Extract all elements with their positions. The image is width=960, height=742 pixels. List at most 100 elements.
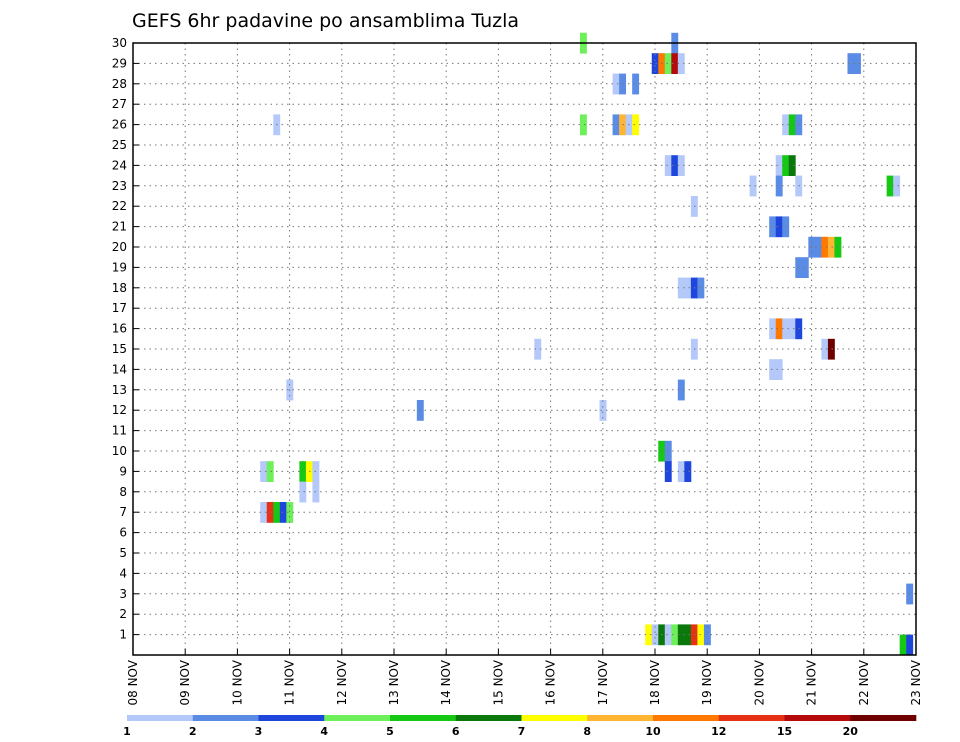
precip-cell: [651, 624, 659, 646]
y-tick-label: 5: [119, 546, 127, 560]
precip-cell: [782, 114, 790, 136]
y-tick-label: 28: [112, 77, 127, 91]
y-tick-label: 4: [119, 566, 127, 580]
colorbar-label: 12: [711, 725, 726, 738]
x-tick-label: 22 NOV: [857, 659, 871, 705]
precip-cell: [299, 481, 307, 503]
precip-cell: [677, 53, 685, 74]
precip-cell: [664, 155, 672, 176]
precip-cell: [749, 175, 757, 197]
precip-cell: [886, 175, 894, 197]
precip-cell: [782, 155, 790, 176]
colorbar-label: 5: [386, 725, 394, 738]
chart-title: GEFS 6hr padavine po ansamblima Tuzla: [132, 10, 519, 32]
precip-cell: [821, 236, 829, 258]
precip-cell: [651, 53, 659, 74]
precip-cell: [286, 502, 294, 523]
colorbar-segment: [784, 715, 851, 721]
y-tick-label: 21: [112, 220, 127, 234]
colorbar-segment: [455, 715, 522, 721]
grid-lines: [133, 42, 916, 655]
y-tick-label: 19: [112, 260, 127, 274]
colorbar-label: 3: [255, 725, 263, 738]
x-tick-label: 18 NOV: [648, 659, 662, 705]
y-tick-label: 18: [112, 281, 127, 295]
colorbar-segment: [521, 715, 588, 721]
precip-cell: [788, 114, 796, 136]
precip-cell: [769, 359, 777, 380]
colorbar-segment: [258, 715, 325, 721]
x-tick-label: 20 NOV: [752, 659, 766, 705]
x-tick-label: 23 NOV: [909, 659, 923, 705]
precip-cell: [279, 502, 287, 523]
precip-cell: [534, 338, 542, 360]
y-tick-label: 8: [119, 485, 127, 499]
colorbar-label: 2: [189, 725, 197, 738]
colorbar-segment: [324, 715, 391, 721]
precip-cell: [769, 318, 777, 340]
precip-cell: [684, 624, 692, 646]
colorbar-segment: [587, 715, 654, 721]
precip-cell: [775, 318, 783, 340]
precip-cell: [854, 53, 861, 74]
precip-cell: [260, 461, 268, 482]
colorbar-label: 20: [843, 725, 859, 738]
x-tick-label: 17 NOV: [596, 659, 610, 705]
precip-cell: [599, 400, 607, 421]
colorbar-label: 8: [583, 725, 591, 738]
precip-cell: [684, 277, 692, 299]
colorbar-label: 7: [518, 725, 526, 738]
precip-cell: [788, 318, 796, 340]
colorbar-segment: [127, 715, 194, 721]
precip-cell: [677, 624, 685, 646]
colorbar-segment: [390, 715, 457, 721]
colorbar-label: 4: [320, 725, 328, 738]
colorbar-segment: [192, 715, 259, 721]
y-tick-label: 23: [112, 179, 127, 193]
precip-cell: [299, 461, 307, 482]
colorbar-segment: [653, 715, 720, 721]
colorbar-segment: [718, 715, 785, 721]
precip-cell: [775, 216, 783, 238]
precip-cell: [645, 624, 653, 646]
precip-cell: [782, 216, 790, 238]
precip-cell: [827, 236, 835, 258]
colorbar-label: 10: [645, 725, 661, 738]
precip-cell: [664, 440, 672, 462]
precip-cell: [899, 634, 907, 656]
precip-cell: [775, 175, 783, 197]
colorbar-legend: 1 2 3 4 5 6 7 8 10 12 15 20: [123, 715, 917, 738]
y-tick-label: 14: [112, 362, 127, 376]
precip-cell: [266, 502, 274, 523]
x-tick-label: 19 NOV: [700, 659, 714, 705]
y-tick-label: 15: [112, 342, 127, 356]
precip-cell: [847, 53, 855, 74]
precip-cell: [703, 624, 711, 646]
y-tick-label: 29: [112, 56, 127, 70]
precip-cell: [893, 175, 901, 197]
precip-cell: [677, 379, 685, 401]
y-tick-label: 7: [119, 505, 127, 519]
x-tick-label: 11 NOV: [283, 659, 297, 705]
precip-cell: [677, 155, 685, 176]
y-tick-label: 10: [112, 444, 127, 458]
precip-cell: [632, 114, 640, 136]
x-tick-label: 13 NOV: [387, 659, 401, 705]
x-tick-label: 09 NOV: [178, 659, 192, 705]
precip-cell: [579, 114, 587, 136]
x-tick-label: 16 NOV: [544, 659, 558, 705]
y-axis-ticks: 1234567891011121314151617181920212223242…: [112, 36, 139, 642]
y-tick-label: 26: [112, 118, 127, 132]
precip-cell: [677, 277, 685, 299]
y-tick-label: 13: [112, 383, 127, 397]
y-tick-label: 17: [112, 301, 127, 315]
colorbar-label: 6: [452, 725, 460, 738]
precip-cell: [612, 114, 620, 136]
precip-cell: [775, 155, 783, 176]
precip-cell: [664, 53, 672, 74]
colorbar-label: 1: [123, 725, 131, 738]
x-axis-ticks: 08 NOV 09 NOV 10 NOV 11 NOV 12 NOV 13 NOV 14 N…: [126, 649, 923, 706]
precip-cell: [632, 73, 640, 95]
precip-cell: [775, 359, 783, 380]
